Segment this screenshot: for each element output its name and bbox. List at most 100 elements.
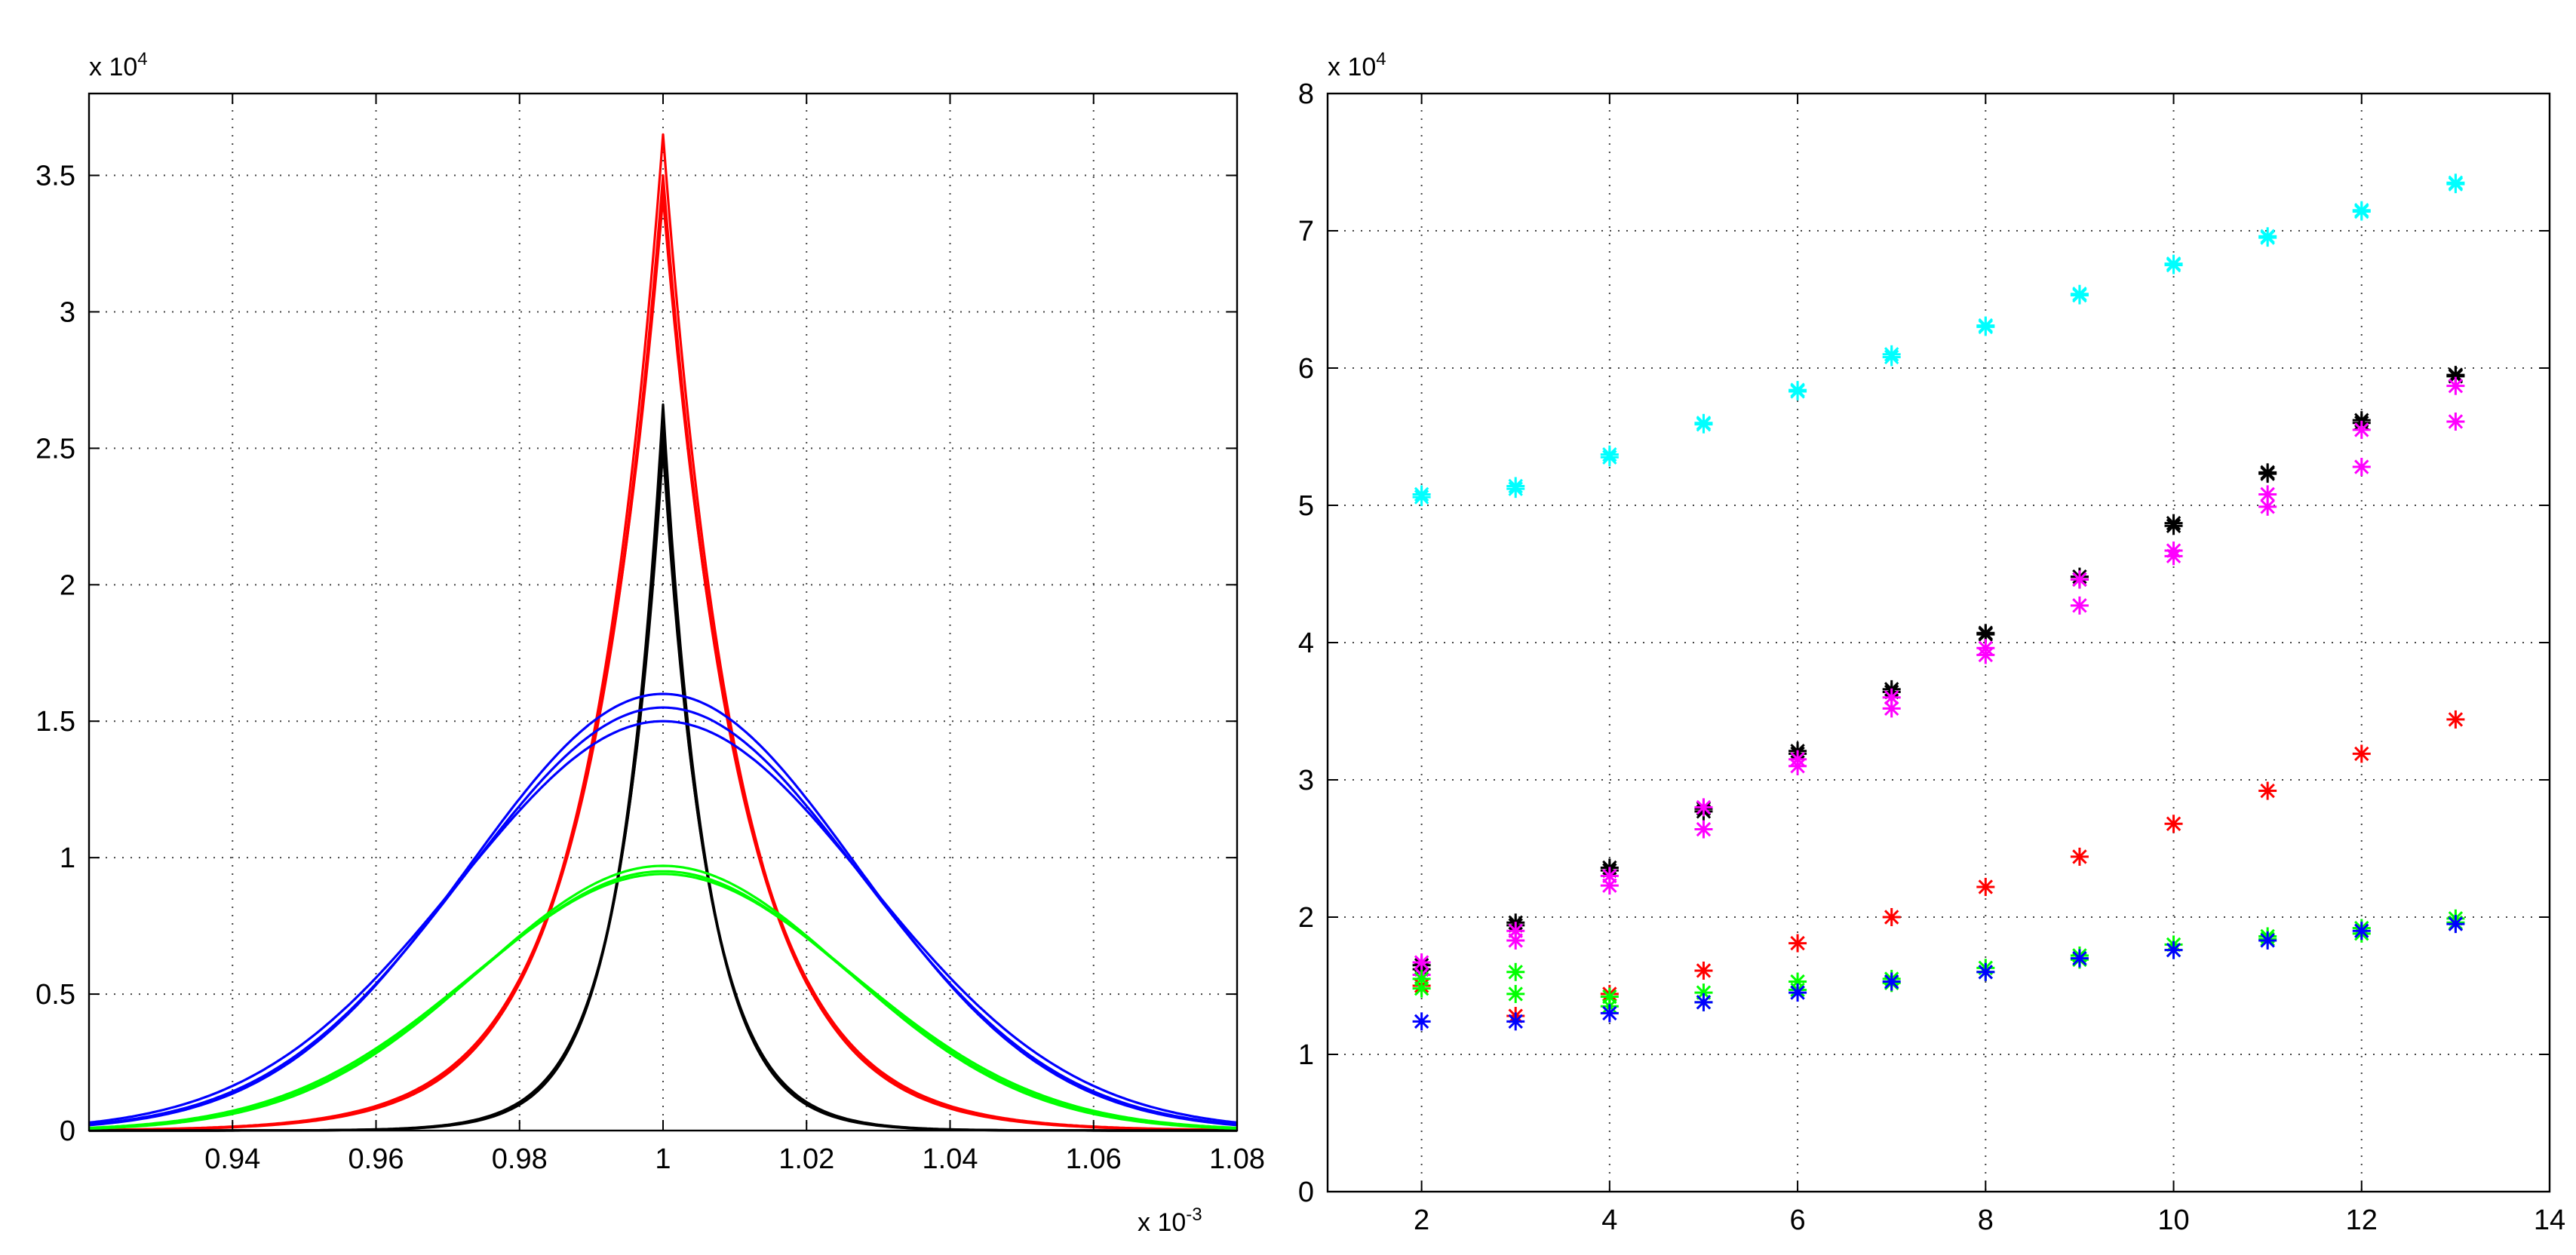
right-xtick-label: 2	[1414, 1204, 1429, 1236]
curve-red	[88, 133, 1238, 1131]
point-blue	[2164, 940, 2183, 959]
left-xtick-label: 0.94	[204, 1143, 260, 1175]
point-magenta-2	[2070, 596, 2089, 615]
left-ytick-label: 3.5	[35, 161, 75, 192]
point-cyan-2	[1882, 345, 1901, 364]
right-xtick-label: 6	[1790, 1204, 1806, 1236]
point-magenta-2	[2258, 497, 2277, 516]
right-ytick-label: 3	[1298, 765, 1314, 796]
curve-green	[88, 864, 1238, 1130]
left-xtick-label: 1.04	[923, 1143, 978, 1175]
left-grid	[89, 94, 1238, 1131]
point-magenta-2	[1882, 699, 1901, 718]
point-cyan-2	[2352, 202, 2371, 221]
point-red	[1694, 961, 1713, 980]
curve-blue	[88, 706, 1238, 1126]
left-ytick-label: 0.5	[35, 979, 75, 1011]
point-cyan-2	[2258, 227, 2277, 246]
point-magenta-2	[2446, 412, 2465, 431]
point-magenta-2	[2164, 547, 2183, 566]
right-ytick-label: 1	[1298, 1039, 1314, 1071]
right-ytick-label: 7	[1298, 216, 1314, 247]
point-blue	[1412, 1012, 1431, 1031]
left-xtick-label: 1.02	[778, 1143, 834, 1175]
left-ytick-label: 1.5	[35, 706, 75, 738]
point-red	[2352, 744, 2371, 763]
right-xtick-label: 8	[1978, 1204, 1994, 1236]
point-cyan-2	[1694, 415, 1713, 434]
left-tick-labels: 0.94 0.96 0.98 1 1.02 1.04 1.06 1.08 0 0.5 1 1.5 2 2.…	[35, 94, 1265, 1175]
left-xtick-label: 1.08	[1209, 1143, 1265, 1175]
right-ytick-label: 2	[1298, 902, 1314, 934]
right-xtick-label: 14	[2534, 1204, 2565, 1236]
point-cyan-2	[2446, 175, 2465, 194]
right-xtick-label: 10	[2157, 1204, 2189, 1236]
point-magenta-2	[1506, 931, 1525, 950]
left-xtick-label: 1.06	[1066, 1143, 1122, 1175]
left-curves	[88, 133, 1238, 1132]
point-cyan-2	[1412, 488, 1431, 507]
right-ytick-label: 0	[1298, 1177, 1314, 1208]
point-red	[1882, 908, 1901, 926]
point-blue	[1882, 972, 1901, 991]
point-black-2	[1976, 624, 1995, 643]
curve-black	[89, 403, 1237, 1132]
point-green-2	[1506, 984, 1525, 1003]
point-magenta-2	[1976, 646, 1995, 664]
point-magenta	[2446, 376, 2465, 395]
left-ytick-label: 2	[60, 569, 75, 601]
point-blue	[1600, 1004, 1619, 1023]
point-blue	[1976, 962, 1995, 981]
right-xtick-label: 4	[1601, 1204, 1617, 1236]
point-red	[2446, 710, 2465, 729]
point-red	[2258, 781, 2277, 800]
curve-black	[89, 425, 1237, 1132]
point-red	[1788, 934, 1807, 953]
curve-blue	[88, 692, 1238, 1127]
point-blue	[1788, 983, 1807, 1002]
point-blue	[2352, 922, 2371, 940]
point-blue	[2446, 915, 2465, 934]
point-cyan-2	[1788, 382, 1807, 400]
point-blue	[1506, 1012, 1525, 1031]
left-x-exponent: x 10-3	[1138, 1204, 1202, 1237]
point-blue	[1694, 993, 1713, 1011]
right-ytick-label: 4	[1298, 628, 1314, 659]
point-green-2	[1412, 969, 1431, 988]
point-magenta-2	[1694, 820, 1713, 839]
right-xtick-label: 12	[2346, 1204, 2378, 1236]
point-red	[1976, 877, 1995, 896]
point-cyan-2	[1600, 448, 1619, 467]
point-magenta-2	[1600, 876, 1619, 895]
curve-green	[88, 873, 1238, 1129]
point-magenta-2	[2352, 458, 2371, 477]
point-black-2	[2164, 514, 2183, 532]
curve-red	[89, 195, 1237, 1131]
left-ytick-label: 0	[60, 1115, 75, 1147]
right-ytick-label: 5	[1298, 490, 1314, 522]
point-magenta	[2070, 570, 2089, 589]
point-blue	[2258, 931, 2277, 950]
left-xtick-label: 1	[655, 1143, 671, 1175]
curve-green	[88, 870, 1238, 1130]
point-red	[2164, 815, 2183, 833]
point-cyan-2	[1506, 480, 1525, 499]
point-magenta-2	[1788, 756, 1807, 775]
point-black-2	[2258, 463, 2277, 482]
point-magenta	[2352, 420, 2371, 439]
right-ytick-label: 6	[1298, 353, 1314, 385]
point-blue	[2070, 949, 2089, 968]
left-plot: 0.94 0.96 0.98 1 1.02 1.04 1.06 1.08 0 0.5 1 1.5 2 2.…	[35, 49, 1265, 1237]
left-y-exponent: x 104	[89, 49, 148, 81]
curve-blue	[88, 720, 1238, 1124]
right-ytick-label: 8	[1298, 78, 1314, 110]
point-cyan-2	[2070, 284, 2089, 303]
left-ytick-label: 1	[60, 842, 75, 874]
left-axes-frame	[88, 92, 1239, 1132]
point-magenta	[1694, 798, 1713, 817]
left-xtick-label: 0.96	[348, 1143, 404, 1175]
curve-red	[89, 188, 1237, 1131]
